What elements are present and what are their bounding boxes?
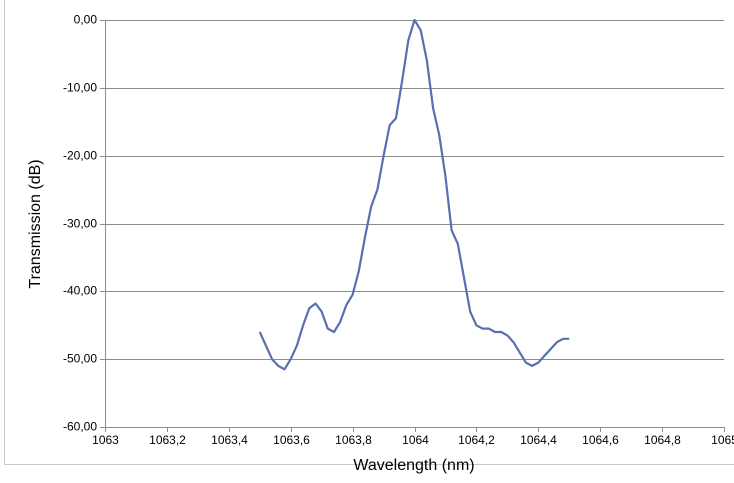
x-tick-label: 1063,8 bbox=[335, 433, 372, 447]
y-tick-label: -20,00 bbox=[63, 149, 97, 163]
x-tick-label: 1064,2 bbox=[458, 433, 495, 447]
x-axis-title: Wavelength (nm) bbox=[353, 457, 474, 474]
x-tick-label: 1063 bbox=[92, 433, 119, 447]
x-tick-label: 1065 bbox=[711, 433, 734, 447]
x-tick-label: 1064,6 bbox=[582, 433, 619, 447]
x-tick-label: 1064,4 bbox=[520, 433, 557, 447]
x-tick-label: 1063,6 bbox=[273, 433, 310, 447]
data-line bbox=[258, 18, 570, 371]
y-axis-title: Transmission (dB) bbox=[27, 159, 44, 288]
y-tick-label: -60,00 bbox=[63, 420, 97, 434]
y-tick-label: -50,00 bbox=[63, 352, 97, 366]
x-tick-label: 1063,2 bbox=[149, 433, 186, 447]
y-tick-label: 0,00 bbox=[74, 13, 98, 27]
y-tick-label: -30,00 bbox=[63, 217, 97, 231]
y-tick-label: -10,00 bbox=[63, 81, 97, 95]
x-tick-label: 1064,8 bbox=[644, 433, 681, 447]
y-tick-label: -40,00 bbox=[63, 284, 97, 298]
x-tick-label: 1063,4 bbox=[211, 433, 248, 447]
x-tick-label: 1064 bbox=[402, 433, 429, 447]
